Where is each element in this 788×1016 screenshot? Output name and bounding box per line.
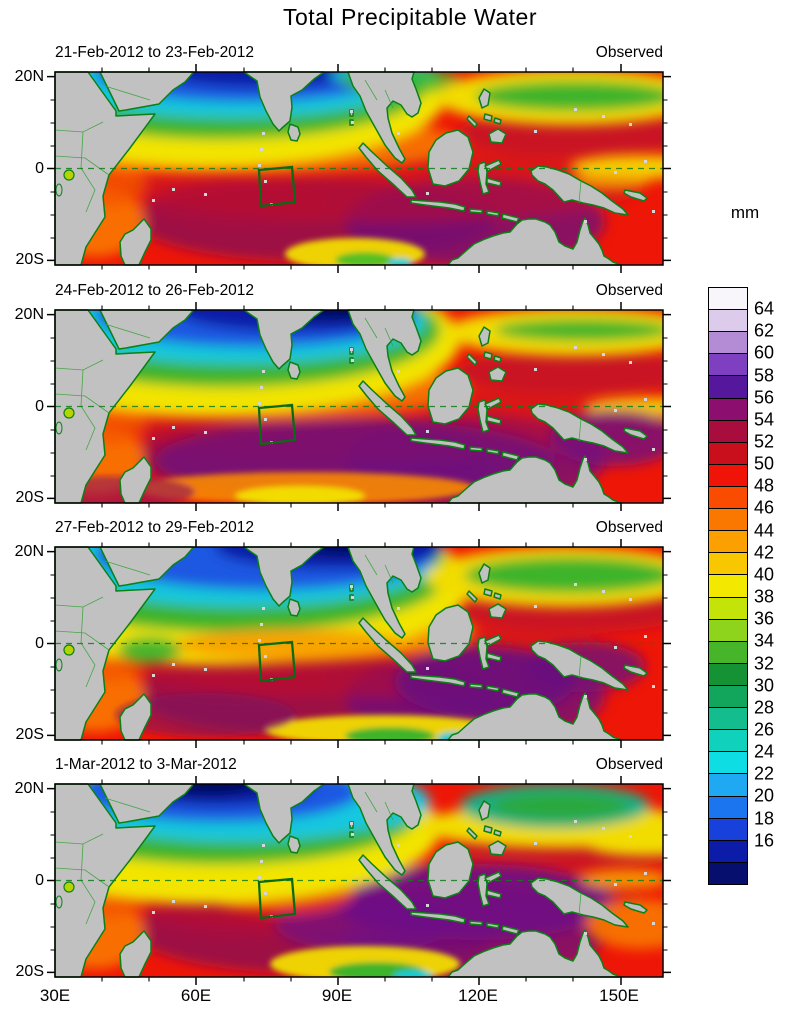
colorbar-cells [708,287,748,885]
colorbar-cell [709,441,747,464]
panel-4-date-range: 1-Mar-2012 to 3-Mar-2012 [55,756,237,773]
y-tick-20s: 20S [15,726,44,744]
panel-1-source: Observed [595,44,663,61]
colorbar-cell [709,596,747,619]
x-tick-90e: 90E [321,986,353,1005]
y-tick-20n: 20N [14,779,44,797]
panel-3-date-range: 27-Feb-2012 to 29-Feb-2012 [55,519,255,536]
y-tick-20n: 20N [14,67,44,85]
colorbar-cell [709,530,747,553]
y-tick-0: 0 [35,159,44,177]
y-tick-20s: 20S [15,489,44,507]
colorbar-cell [709,662,747,685]
colorbar-cell [709,463,747,486]
colorbar-cell [709,353,747,376]
colorbar-cell [709,618,747,641]
panel-4-source: Observed [595,756,663,773]
colorbar-cell [709,331,747,354]
y-tick-20n: 20N [14,542,44,560]
y-tick-0: 0 [35,871,44,889]
colorbar-unit-label: mm [730,203,760,222]
map-panel-4 [46,775,672,986]
y-tick-0: 0 [35,634,44,652]
colorbar-cell [709,375,747,398]
colorbar-cell [709,419,747,442]
y-tick-20s: 20S [15,963,44,981]
colorbar-cell [709,773,747,796]
colorbar-cell [709,861,747,884]
x-tick-30e: 30E [39,986,71,1005]
colorbar-cell [709,817,747,840]
colorbar-cell [709,729,747,752]
colorbar-cell [709,795,747,818]
colorbar-cell [709,707,747,730]
colorbar-cell [709,552,747,575]
panel-2-source: Observed [595,282,663,299]
x-tick-60e: 60E [180,986,212,1005]
y-tick-20s: 20S [15,251,44,269]
figure-title: Total Precipitable Water [282,4,538,30]
colorbar-cell [709,640,747,663]
colorbar-cell [709,684,747,708]
colorbar-cell [709,751,747,774]
colorbar-cell [709,574,747,597]
map-panel-3 [46,538,672,749]
panel-1-date-range: 21-Feb-2012 to 23-Feb-2012 [55,44,255,61]
colorbar-cell [709,288,747,310]
x-tick-150e: 150E [599,986,639,1005]
panel-2-date-range: 24-Feb-2012 to 26-Feb-2012 [55,282,255,299]
x-tick-120e: 120E [458,986,498,1005]
colorbar-cell [709,508,747,531]
y-tick-20n: 20N [14,305,44,323]
colorbar-cell [709,839,747,862]
colorbar-cell [709,397,747,420]
colorbar-cell [709,309,747,332]
panel-3-source: Observed [595,519,663,536]
y-tick-0: 0 [35,397,44,415]
colorbar-cell [709,485,747,509]
